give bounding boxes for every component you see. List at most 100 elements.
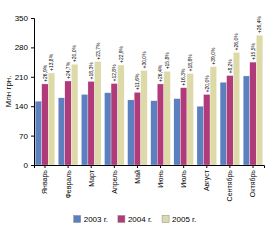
bar xyxy=(210,67,217,165)
tick: 70 xyxy=(19,132,34,141)
bar xyxy=(180,88,187,165)
bar xyxy=(227,76,234,165)
tick-mark xyxy=(31,106,34,107)
bar xyxy=(256,35,263,165)
tick: Октябрь xyxy=(249,165,257,197)
tick: Сентябрь xyxy=(226,165,234,201)
tick-mark xyxy=(31,47,34,48)
tick: 0 xyxy=(24,161,34,170)
tick-label: Октябрь xyxy=(249,170,257,197)
tick-mark xyxy=(44,165,45,168)
annotation: +15,5% xyxy=(250,42,256,60)
tick: Январь xyxy=(41,165,49,194)
tick-label: Июль xyxy=(180,170,187,188)
bar xyxy=(197,106,204,165)
bar xyxy=(128,100,135,165)
bar xyxy=(118,65,125,165)
bar xyxy=(35,101,42,165)
bar xyxy=(141,71,148,166)
bar xyxy=(243,76,250,165)
tick: 280 xyxy=(15,43,34,52)
bar xyxy=(220,82,227,165)
annotation: +26,0% xyxy=(233,33,239,51)
annotation: +15,8% xyxy=(164,52,170,70)
chart: 0 70 140 210 280 350 Январь Февраль Март Апрель Ма… xyxy=(0,0,270,227)
tick-label: Август xyxy=(203,169,211,191)
tick-mark xyxy=(114,165,115,168)
bar xyxy=(58,98,65,165)
annotation: +20,0% xyxy=(71,45,77,63)
annotation: +39,0% xyxy=(210,47,216,65)
annotation: +12,8% xyxy=(111,64,117,82)
tick-label: Июнь xyxy=(157,170,164,188)
legend-label: 2004 г. xyxy=(128,215,152,224)
y-axis: 0 70 140 210 280 350 xyxy=(15,14,35,170)
annotation: +26,9% xyxy=(42,64,48,82)
bars xyxy=(35,35,263,165)
tick-label: Сентябрь xyxy=(226,170,234,202)
bar xyxy=(48,73,55,165)
tick: Февраль xyxy=(65,165,73,198)
tick-label: 350 xyxy=(15,14,29,23)
bar xyxy=(88,81,95,165)
tick: Июнь xyxy=(157,165,164,188)
tick-mark xyxy=(160,165,161,168)
tick-mark xyxy=(31,77,34,78)
bar xyxy=(111,84,118,165)
tick: 350 xyxy=(15,14,34,23)
annotation: +26,4% xyxy=(157,64,163,82)
tick-mark xyxy=(68,165,69,168)
bar xyxy=(187,73,194,165)
axis-line xyxy=(35,166,265,169)
legend-item: 2005 г. xyxy=(162,215,196,224)
annotation: +26,4% xyxy=(256,16,262,34)
tick-mark xyxy=(253,165,254,168)
legend-label: 2005 г. xyxy=(172,215,196,224)
tick: Апрель xyxy=(111,165,119,194)
axis-line xyxy=(31,19,35,166)
tick-mark xyxy=(31,165,34,166)
annotation: +18,8% xyxy=(187,54,193,72)
tick-label: Февраль xyxy=(65,170,73,199)
tick-label: 70 xyxy=(19,132,28,141)
bar xyxy=(81,94,88,165)
bar xyxy=(94,62,101,165)
bar xyxy=(71,64,78,165)
annotation: +23,7% xyxy=(95,42,101,60)
tick: 210 xyxy=(15,73,34,82)
tick: Март xyxy=(88,165,96,187)
legend-item: 2004 г. xyxy=(118,215,152,224)
legend-item: 2003 г. xyxy=(74,215,108,224)
tick-label: 0 xyxy=(24,161,29,170)
annotation: +22,9% xyxy=(118,45,124,63)
annotation: +13,8% xyxy=(48,53,54,71)
tick-label: Май xyxy=(134,170,141,184)
tick-mark xyxy=(31,136,34,137)
tick-mark xyxy=(206,165,207,168)
bar xyxy=(250,62,257,165)
tick: Август xyxy=(203,165,211,191)
bar-series xyxy=(48,35,263,165)
bar xyxy=(65,81,72,165)
y-axis-title: Млн грн. xyxy=(4,76,13,108)
bar xyxy=(174,99,181,165)
tick-label: 140 xyxy=(15,102,29,111)
annotation: +16,3% xyxy=(180,68,186,86)
bar xyxy=(134,92,141,165)
tick-mark xyxy=(31,18,34,19)
bar xyxy=(233,52,240,165)
bar xyxy=(164,71,171,165)
tick-label: Апрель xyxy=(111,170,119,194)
x-axis: Январь Февраль Март Апрель Май Июнь Июль Август… xyxy=(35,165,265,201)
legend-label: 2003 г. xyxy=(84,215,108,224)
legend-swatch xyxy=(162,216,169,223)
tick-mark xyxy=(91,165,92,168)
annotation: +24,7% xyxy=(65,61,71,79)
tick-mark xyxy=(183,165,184,168)
tick-label: Март xyxy=(88,169,96,187)
tick-mark xyxy=(229,165,230,168)
bar xyxy=(42,84,49,165)
bar xyxy=(151,101,158,165)
legend-swatch xyxy=(118,216,125,223)
tick-label: 210 xyxy=(15,73,29,82)
